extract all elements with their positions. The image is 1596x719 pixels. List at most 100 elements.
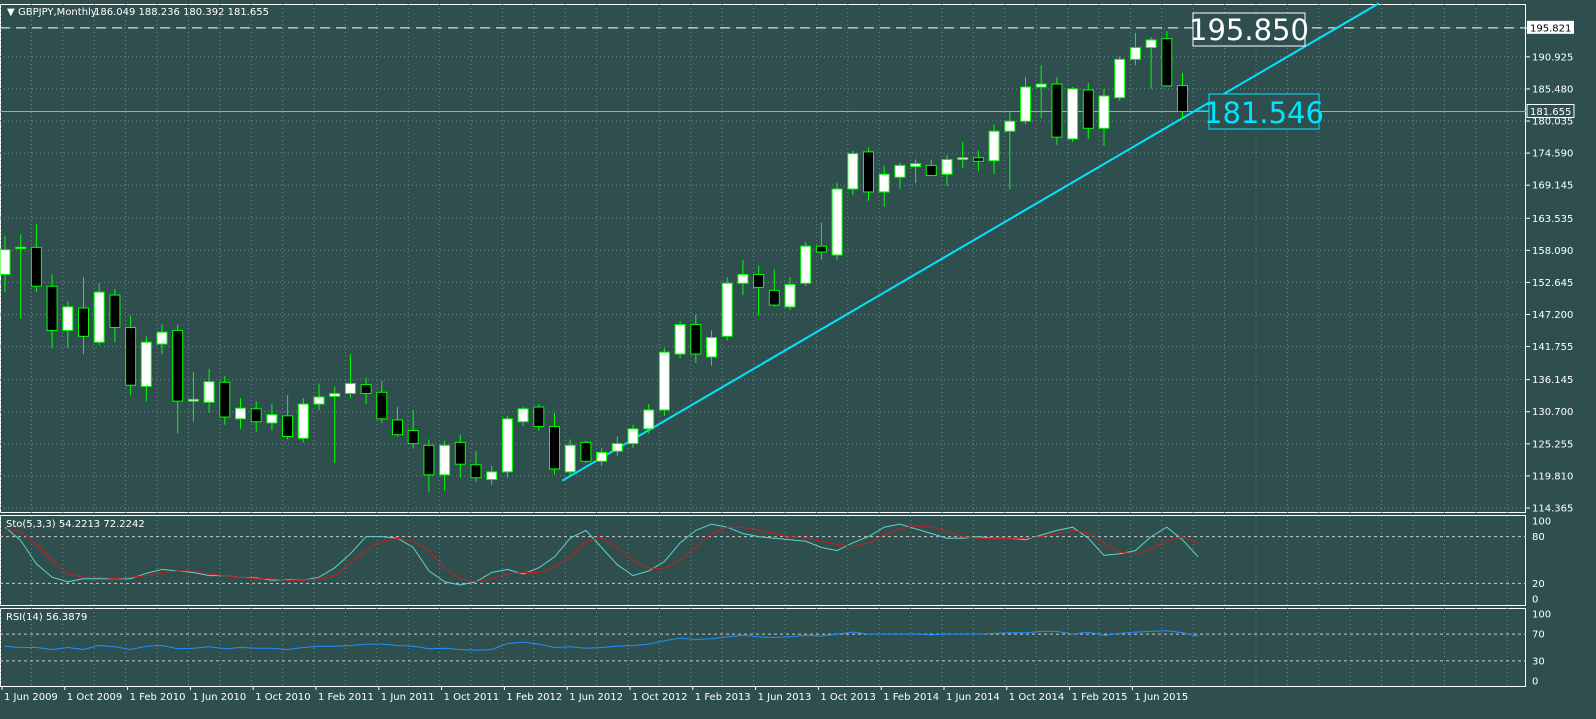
candle-body (611, 443, 623, 452)
candle-body (140, 341, 152, 387)
rsi-level-label: 100 (1532, 610, 1551, 621)
candle-body (250, 408, 262, 423)
candle-body (517, 408, 529, 423)
candle-body (972, 157, 984, 162)
price-tick-label: 141.755 (1532, 342, 1573, 353)
candle-body (344, 382, 356, 394)
candle-body (62, 306, 74, 331)
date-label: 1 Jun 2013 (758, 692, 812, 703)
date-label: 1 Oct 2013 (820, 692, 875, 703)
price-tick-label: 163.535 (1532, 214, 1573, 225)
candle-body (172, 329, 184, 402)
sto-main-line (4, 523, 1199, 586)
candle-body (376, 391, 388, 420)
price-tick-label: 190.925 (1532, 52, 1573, 63)
candles-layer (0, 31, 1188, 493)
candle-body (266, 414, 278, 424)
rsi-level-label: 0 (1532, 677, 1538, 688)
trendline-layer (561, 2, 1380, 482)
candle-body (910, 163, 922, 168)
resistance-label: 195.850 (1189, 13, 1309, 47)
sto-indicator-label: Sto(5,3,3) 54.2213 72.2242 (6, 519, 145, 530)
rsi-line (4, 630, 1199, 651)
candle-body (1020, 86, 1031, 122)
candle-body (78, 307, 89, 337)
candle-body (800, 245, 812, 284)
candle-body (109, 294, 121, 328)
date-label: 1 Jun 2010 (192, 692, 246, 703)
candle-body (439, 444, 451, 476)
price-tick-label: 180.035 (1532, 117, 1573, 128)
candle-body (627, 428, 639, 445)
candle-body (360, 384, 372, 394)
rsi-panel-border (0, 608, 1526, 687)
candle-body (564, 444, 576, 473)
candle-body (470, 464, 482, 479)
candle-body (1114, 58, 1126, 99)
rsi-level-label: 30 (1532, 656, 1545, 667)
current-price-label: 181.655 (1530, 107, 1571, 118)
candle-body (0, 249, 11, 275)
dropdown-arrow-icon[interactable]: ▼ (7, 7, 15, 18)
date-label: 1 Jun 2014 (946, 692, 1000, 703)
candle-body (815, 245, 827, 253)
grid-layer (0, 4, 1526, 687)
candle-body (737, 273, 749, 284)
candle-body (831, 188, 843, 256)
candle-body (878, 173, 890, 193)
date-label: 1 Jun 2015 (1134, 692, 1188, 703)
price-tick-label: 136.145 (1532, 375, 1573, 386)
date-label: 1 Feb 2012 (506, 692, 562, 703)
price-tick-label: 114.365 (1532, 504, 1573, 515)
candle-body (957, 157, 969, 161)
candle-body (30, 246, 42, 287)
price-tick-label: 130.700 (1532, 407, 1573, 418)
candle-body (125, 326, 137, 386)
candle-body (533, 406, 545, 427)
candle-body (454, 441, 466, 465)
candle-body (1129, 47, 1141, 60)
date-label: 1 Feb 2015 (1072, 692, 1128, 703)
price-tick-label: 152.645 (1532, 278, 1573, 289)
date-label: 1 Feb 2014 (883, 692, 939, 703)
candle-body (706, 336, 717, 358)
candle-body (784, 283, 796, 308)
top-price-tag (1527, 20, 1574, 34)
sto-level-label: 20 (1532, 579, 1545, 590)
candle-body (753, 273, 765, 288)
candle-body (329, 392, 341, 397)
candle-body (407, 430, 419, 445)
rsi-indicator-label: RSI(14) 56.3879 (6, 612, 87, 623)
candle-body (988, 130, 1000, 162)
date-label: 1 Oct 2012 (632, 692, 687, 703)
candle-body (549, 425, 560, 470)
date-label: 1 Feb 2011 (318, 692, 374, 703)
candle-body (674, 324, 686, 355)
candle-body (721, 282, 733, 337)
rsi-panel (0, 630, 1526, 662)
candle-body (1051, 83, 1063, 138)
top-price-label: 195.821 (1530, 23, 1571, 34)
candle-body (501, 418, 513, 473)
candle-body (93, 291, 105, 343)
sto-level-label: 100 (1532, 517, 1551, 528)
price-panel-border (0, 4, 1526, 513)
candle-body (46, 285, 58, 331)
price-tick-label: 169.145 (1532, 181, 1573, 192)
candle-body (297, 403, 309, 439)
price-tick-label: 125.255 (1532, 439, 1573, 450)
axes-layer: 190.925 185.480 180.035 174.590 169.145 163.5… (1, 20, 1575, 703)
sto-panel-border (0, 515, 1526, 606)
candle-body (423, 444, 435, 476)
sto-level-label: 80 (1532, 532, 1545, 543)
candle-body (392, 419, 403, 436)
support-label-box (1208, 93, 1320, 130)
candle-body (658, 351, 670, 411)
date-label: 1 Jun 2009 (4, 692, 58, 703)
candle-body (690, 324, 702, 355)
symbol-label: GBPJPY,Monthly (18, 7, 97, 18)
date-label: 1 Oct 2011 (444, 692, 499, 703)
current-price-tag (1526, 103, 1575, 118)
candle-body (1082, 89, 1094, 129)
